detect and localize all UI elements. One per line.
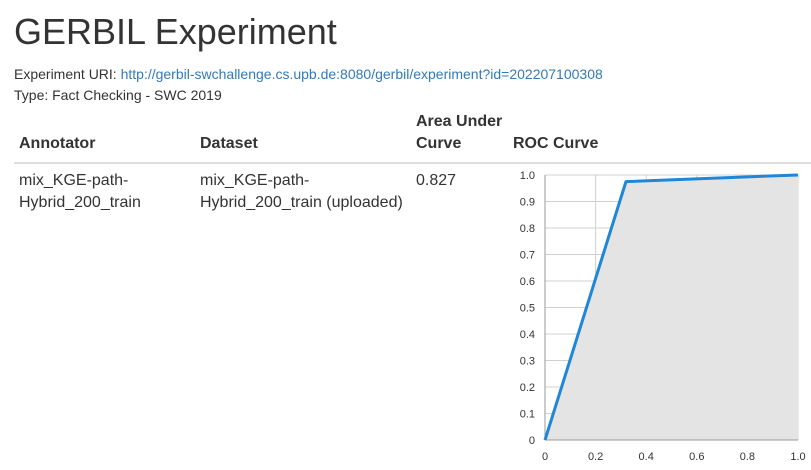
dataset-cell-line1: mix_KGE-path- bbox=[200, 172, 310, 189]
roc-y-tick-label: 0.1 bbox=[520, 409, 535, 421]
roc-y-tick-label: 0.6 bbox=[520, 276, 535, 288]
table-header-divider bbox=[14, 162, 811, 164]
roc-x-tick-label: 0.6 bbox=[689, 451, 704, 463]
roc-y-tick-label: 0.7 bbox=[520, 250, 535, 262]
roc-x-tick-label: 0.8 bbox=[740, 451, 755, 463]
header-auc-line1: Area Under bbox=[416, 113, 503, 130]
roc-y-tick-labels: 0 0.1 0.2 0.3 0.4 0.5 0.6 0.7 0.8 0.9 1.0 bbox=[520, 170, 535, 447]
roc-y-tick-label: 0.4 bbox=[520, 329, 535, 341]
annotator-cell-line2: Hybrid_200_train bbox=[19, 194, 141, 211]
roc-y-tick-label: 0.5 bbox=[520, 303, 535, 315]
roc-y-tick-label: 1.0 bbox=[520, 170, 535, 182]
header-roc-curve: ROC Curve bbox=[513, 135, 599, 152]
page-title: GERBIL Experiment bbox=[14, 11, 337, 52]
experiment-uri-label: Experiment URI: bbox=[14, 66, 121, 82]
roc-y-tick-label: 0.8 bbox=[520, 223, 535, 235]
roc-y-tick-label: 0.3 bbox=[520, 356, 535, 368]
roc-x-tick-label: 0.2 bbox=[588, 451, 603, 463]
auc-value-cell: 0.827 bbox=[416, 172, 457, 189]
annotator-cell-line1: mix_KGE-path- bbox=[19, 172, 129, 189]
roc-x-tick-label: 0 bbox=[542, 451, 548, 463]
experiment-uri-line: Experiment URI: http://gerbil-swchalleng… bbox=[14, 64, 603, 84]
header-auc-line2: Curve bbox=[416, 135, 462, 152]
roc-y-tick-label: 0.9 bbox=[520, 197, 535, 209]
roc-curve-chart: 00.10.20.30.40.50.60.70.80.91.0 0 0.2 0.4 0… bbox=[520, 170, 806, 463]
roc-y-tick-label: 0 bbox=[529, 435, 535, 447]
roc-axes bbox=[544, 175, 798, 441]
header-dataset: Dataset bbox=[200, 135, 258, 152]
roc-x-tick-labels: 0 0.2 0.4 0.6 0.8 1.0 bbox=[542, 451, 806, 463]
roc-x-tick-label: 0.4 bbox=[639, 451, 654, 463]
roc-x-tick-label: 1.0 bbox=[790, 451, 805, 463]
roc-line bbox=[543, 173, 799, 441]
header-annotator: Annotator bbox=[19, 135, 96, 152]
roc-y-tick-label: 0.2 bbox=[520, 382, 535, 394]
experiment-uri-link[interactable]: http://gerbil-swchallenge.cs.upb.de:8080… bbox=[120, 66, 603, 82]
dataset-cell-line2: Hybrid_200_train (uploaded) bbox=[200, 194, 403, 211]
experiment-type: Type: Fact Checking - SWC 2019 bbox=[14, 87, 222, 103]
